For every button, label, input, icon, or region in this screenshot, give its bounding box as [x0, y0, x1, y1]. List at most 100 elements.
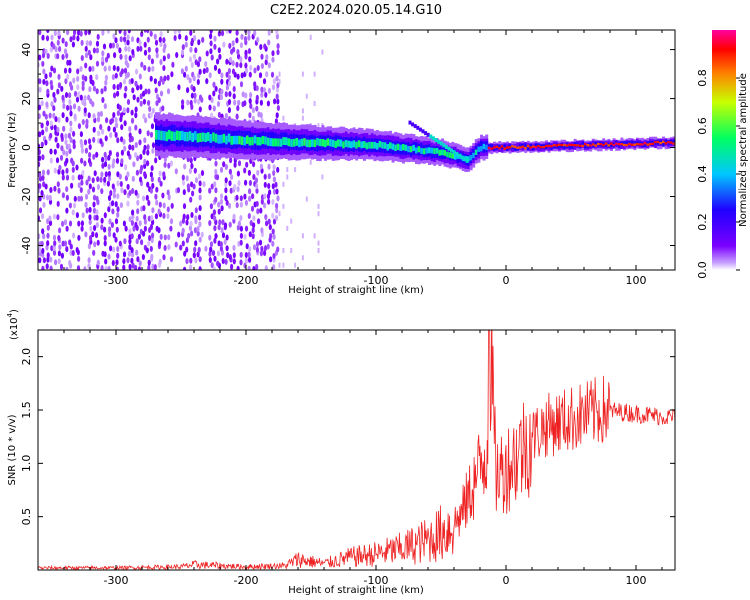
heatmap-cell: [124, 45, 128, 52]
heatmap-cell: [227, 99, 232, 105]
heatmap-cell: [269, 256, 273, 263]
x-tick-label: 0: [503, 574, 510, 587]
heatmap-cell: [267, 163, 271, 170]
heatmap-cell: [42, 78, 46, 85]
heatmap-cell: [249, 103, 253, 110]
heatmap-cell: [558, 143, 561, 146]
heatmap-cell: [197, 173, 202, 180]
heatmap-cell: [89, 74, 93, 81]
heatmap-cell: [93, 170, 97, 177]
heatmap-cell: [181, 130, 184, 141]
heatmap-cell: [205, 78, 209, 85]
heatmap-cell: [228, 254, 232, 261]
heatmap-cell: [253, 81, 257, 88]
heatmap-cell: [198, 187, 202, 194]
heatmap-cell: [170, 131, 174, 141]
heatmap-cell: [597, 142, 600, 146]
heatmap-cell: [64, 78, 68, 85]
heatmap-cell: [104, 79, 108, 86]
heatmap-cell: [127, 250, 131, 257]
heatmap-cell: [267, 39, 271, 46]
heatmap-cell: [247, 169, 251, 176]
heatmap-cell: [230, 136, 234, 145]
heatmap-cell: [218, 53, 222, 60]
heatmap-cell: [265, 71, 269, 78]
heatmap-cell: [159, 59, 163, 65]
heatmap-cell: [529, 143, 533, 149]
heatmap-cell: [61, 37, 65, 44]
heatmap-cell: [120, 149, 124, 156]
heatmap-cell: [53, 148, 57, 155]
heatmap-cell: [87, 257, 91, 264]
heatmap-cell: [231, 60, 235, 67]
heatmap-cell: [131, 209, 135, 216]
heatmap-cell: [127, 46, 131, 53]
heatmap-cell: [237, 53, 241, 60]
heatmap-cell: [455, 152, 459, 156]
heatmap-cell: [38, 149, 41, 156]
heatmap-cell: [41, 169, 46, 176]
heatmap-cell: [199, 132, 203, 142]
heatmap-cell: [236, 265, 240, 270]
heatmap-cell: [88, 214, 92, 221]
heatmap-cell: [56, 214, 60, 221]
heatmap-cell: [457, 153, 461, 158]
heatmap-cell: [167, 244, 171, 251]
heatmap-cell: [641, 143, 645, 146]
heatmap-cell: [186, 214, 190, 221]
heatmap-cell: [238, 135, 242, 145]
heatmap-cell: [255, 105, 259, 112]
heatmap-cell: [42, 257, 47, 264]
x-tick-label: -200: [234, 274, 259, 287]
heatmap-cell: [181, 99, 185, 106]
heatmap-cell: [139, 45, 143, 52]
heatmap-cell: [80, 225, 84, 232]
heatmap-cell: [219, 245, 223, 252]
heatmap-cell: [95, 214, 99, 221]
heatmap-cell: [115, 259, 119, 266]
heatmap-cell: [41, 228, 45, 235]
heatmap-cell: [114, 122, 119, 129]
heatmap-cell: [123, 189, 127, 196]
heatmap-cell: [568, 143, 572, 147]
heatmap-cell: [106, 180, 110, 187]
heatmap-cell: [201, 132, 205, 142]
heatmap-cell: [169, 256, 174, 263]
heatmap-cell: [62, 103, 66, 110]
snr-x-axis-label: Height of straight line (km): [288, 585, 424, 596]
heatmap-cell: [248, 71, 252, 78]
heatmap-cell: [42, 110, 46, 117]
heatmap-cell: [44, 183, 48, 190]
heatmap-cell: [225, 84, 229, 91]
heatmap-cell: [552, 144, 556, 147]
heatmap-cell: [313, 233, 316, 239]
heatmap-cell: [239, 225, 243, 232]
heatmap-cell: [159, 41, 163, 48]
heatmap-cell: [612, 143, 616, 147]
heatmap-cell: [163, 245, 167, 251]
heatmap-cell: [153, 264, 157, 270]
heatmap-cell: [220, 88, 224, 95]
heatmap-cell: [318, 138, 322, 147]
heatmap-cell: [93, 241, 97, 248]
heatmap-cell: [272, 164, 276, 171]
heatmap-cell: [147, 200, 151, 206]
heatmap-cell: [251, 115, 255, 122]
heatmap-cell: [437, 139, 441, 144]
heatmap-cell: [185, 246, 189, 253]
heatmap-cell: [160, 130, 164, 141]
heatmap-cell: [69, 137, 73, 143]
heatmap-cell: [119, 112, 124, 119]
heatmap-cell: [56, 200, 60, 207]
heatmap-cell: [232, 258, 236, 265]
heatmap-cell: [480, 146, 483, 152]
heatmap-cell: [116, 211, 120, 218]
heatmap-cell: [49, 46, 54, 53]
heatmap-cell: [239, 195, 243, 202]
heatmap-cell: [77, 91, 81, 98]
heatmap-cell: [208, 72, 212, 79]
heatmap-cell: [81, 74, 85, 81]
heatmap-cell: [560, 143, 564, 147]
heatmap-cell: [638, 143, 642, 146]
heatmap-cell: [326, 138, 330, 146]
